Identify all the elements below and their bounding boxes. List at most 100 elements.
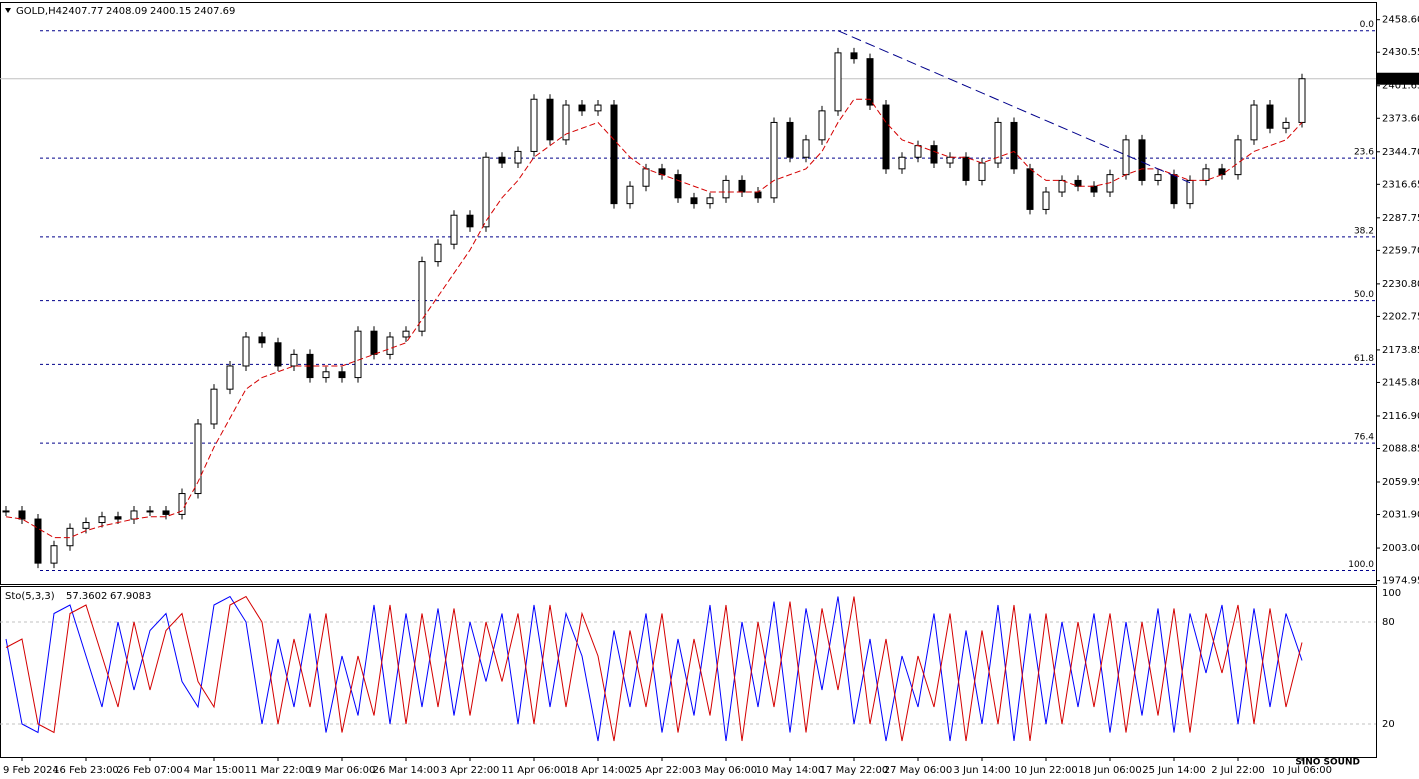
candle-body — [386, 336, 394, 355]
y-tick-label: 2031.90 — [1382, 510, 1419, 521]
candle-body — [98, 516, 106, 524]
y-tick-label: 2344.70 — [1382, 147, 1419, 158]
x-tick-label: 27 May 06:00 — [884, 765, 953, 776]
x-tick-label: 18 Jun 06:00 — [1078, 765, 1142, 776]
candle-body — [674, 174, 682, 199]
y-tick-label: 2116.90 — [1382, 411, 1419, 422]
candle-body — [1058, 179, 1066, 193]
fib-label: 0.0 — [1360, 20, 1375, 30]
candle-body — [402, 330, 410, 338]
candle-body — [850, 52, 858, 60]
candle-body — [754, 191, 762, 199]
candle-body — [226, 365, 234, 390]
ohlc-value: 2408.09 — [106, 6, 147, 17]
x-tick-label: 3 Apr 22:00 — [441, 765, 500, 776]
candle-body — [242, 336, 250, 367]
fib-label: 76.4 — [1354, 433, 1374, 443]
candle-body — [290, 353, 298, 367]
candle-body — [434, 243, 442, 263]
stochastic-value: 67.9083 — [110, 591, 151, 602]
candle-body — [898, 156, 906, 170]
candle-body — [210, 388, 218, 425]
candle-body — [818, 110, 826, 141]
candle-body — [642, 168, 650, 187]
candle-body — [1010, 121, 1018, 170]
candle-body — [914, 145, 922, 158]
y-tick-label: 2202.75 — [1382, 311, 1419, 322]
candle-body — [450, 214, 458, 245]
x-tick-label: 4 Mar 15:00 — [184, 765, 244, 776]
fib-label: 23.6 — [1354, 148, 1374, 158]
x-tick-label: 10 Jun 22:00 — [1014, 765, 1078, 776]
fib-label: 61.8 — [1354, 354, 1374, 364]
candle-body — [930, 145, 938, 164]
candle-body — [274, 342, 282, 367]
y-tick-label: 2316.65 — [1382, 179, 1419, 190]
candle-body — [18, 510, 26, 520]
candle-body — [722, 179, 730, 199]
candle-body — [370, 330, 378, 355]
candle-body — [322, 371, 330, 379]
current-price-box — [1377, 72, 1419, 85]
candle-body — [194, 423, 202, 495]
x-tick-label: 11 Mar 22:00 — [245, 765, 312, 776]
candle-body — [498, 156, 506, 164]
ohlc-value: 2407.69 — [194, 6, 235, 17]
fib-label: 100.0 — [1348, 560, 1374, 570]
stochastic-label: Sto(5,3,3) — [5, 591, 55, 602]
candle-body — [834, 52, 842, 112]
ohlc-value: 2400.15 — [150, 6, 191, 17]
candle-body — [50, 545, 58, 564]
candle-body — [770, 121, 778, 199]
candle-body — [354, 330, 362, 379]
candle-body — [146, 510, 154, 513]
candle-body — [546, 98, 554, 141]
price-panel — [0, 2, 1377, 585]
x-tick-label: 18 Apr 14:00 — [565, 765, 630, 776]
candle-body — [1170, 174, 1178, 205]
y-tick-label: 2401.65 — [1382, 81, 1419, 92]
candle-body — [82, 522, 90, 529]
y-tick-label: 2088.85 — [1382, 443, 1419, 454]
candle-body — [2, 510, 10, 513]
candle-body — [34, 518, 42, 564]
y-tick-label: 2259.70 — [1382, 245, 1419, 256]
x-tick-label: 26 Mar 14:00 — [373, 765, 440, 776]
candle-body — [626, 185, 634, 205]
stochastic-line — [5, 595, 1303, 742]
y-tick-label: 2230.80 — [1382, 279, 1419, 290]
candle-body — [1074, 179, 1082, 187]
candle-body — [1138, 139, 1146, 181]
candle-body — [738, 179, 746, 193]
moving-average — [5, 98, 1303, 539]
candle-body — [1218, 168, 1226, 176]
candle-body — [786, 121, 794, 158]
candle-body — [1154, 174, 1162, 181]
candle-body — [514, 150, 522, 164]
trendline — [837, 30, 1191, 184]
stochastic-value: 57.3602 — [66, 591, 107, 602]
stochastic-panel — [0, 586, 1377, 758]
candle-body — [1266, 104, 1274, 129]
candle-body — [1026, 168, 1034, 210]
candle-body — [418, 261, 426, 332]
x-tick-label: 11 Apr 06:00 — [501, 765, 566, 776]
candle-body — [482, 156, 490, 228]
candle-body — [338, 371, 346, 379]
y-tick-label: 1974.95 — [1382, 576, 1419, 587]
candle-body — [178, 493, 186, 515]
candle-body — [114, 516, 122, 520]
y-tick-label: 2287.75 — [1382, 213, 1419, 224]
y-tick-label: 2059.95 — [1382, 477, 1419, 488]
stochastic-line — [5, 595, 1303, 742]
x-tick-label: 19 Mar 06:00 — [309, 765, 376, 776]
candle-body — [1186, 179, 1194, 205]
y-tick-label: 80 — [1382, 617, 1395, 628]
x-tick-label: 10 Jul 06:00 — [1272, 765, 1332, 776]
candle-body — [882, 104, 890, 170]
candle-body — [690, 197, 698, 205]
candle-body — [1234, 139, 1242, 176]
y-tick-label: 2430.55 — [1382, 47, 1419, 58]
